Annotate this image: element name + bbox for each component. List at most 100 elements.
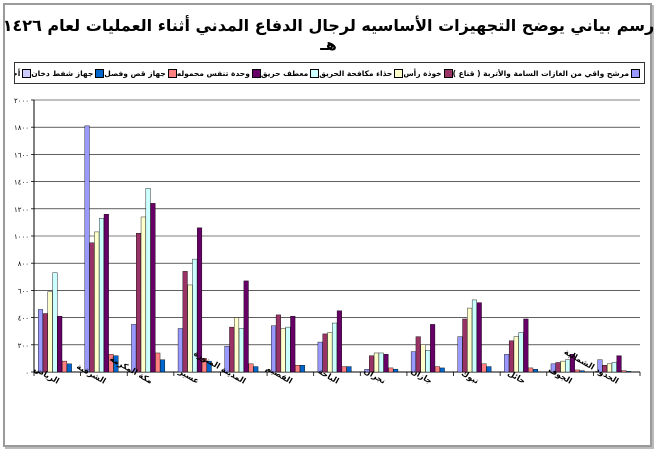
bar bbox=[471, 299, 477, 373]
bar bbox=[439, 367, 445, 373]
bar bbox=[62, 360, 68, 373]
bar bbox=[89, 242, 95, 373]
legend-swatch bbox=[310, 68, 320, 78]
bar bbox=[523, 318, 529, 373]
bar bbox=[38, 309, 44, 373]
bar bbox=[322, 333, 328, 373]
legend-label: مرشح واقي من الغازات السامة والأتربة ( ق… bbox=[452, 68, 629, 78]
legend-label: وحدة تنفس محموله bbox=[176, 68, 250, 78]
bar bbox=[299, 365, 305, 373]
y-tick-label: ٦٠٠ bbox=[18, 287, 29, 295]
bar bbox=[504, 354, 510, 373]
bar bbox=[206, 360, 212, 373]
bar bbox=[486, 366, 492, 373]
bar bbox=[476, 302, 482, 373]
y-tick-label: ٢٠٠ bbox=[18, 342, 29, 350]
chart-legend: مرشح واقي من الغازات السامة والأتربة ( ق… bbox=[14, 62, 645, 84]
y-tick-label: ١٨٠٠ bbox=[14, 124, 29, 132]
bar bbox=[94, 231, 100, 373]
bar bbox=[332, 322, 338, 373]
legend-label: معطف حريق bbox=[260, 68, 309, 78]
bar bbox=[565, 359, 571, 373]
bar bbox=[66, 363, 72, 373]
legend-swatch bbox=[167, 68, 177, 78]
legend-swatch bbox=[95, 68, 105, 78]
bar bbox=[160, 359, 166, 373]
bar bbox=[275, 314, 281, 373]
legend-swatch bbox=[22, 68, 32, 78]
bar bbox=[327, 332, 333, 373]
legend-label: خوذة رأس bbox=[403, 68, 442, 78]
legend-item: حذاء مكافحة الحريق bbox=[319, 68, 404, 78]
legend-label: جهاز شفط دخان bbox=[31, 68, 94, 78]
bar bbox=[574, 369, 580, 373]
bar bbox=[229, 326, 235, 373]
bar bbox=[253, 366, 259, 373]
bar bbox=[182, 271, 188, 373]
legend-item: جهاز قص وفصل bbox=[104, 68, 177, 78]
y-tick-label: ٢٠٠٠ bbox=[14, 97, 29, 105]
legend-label: جهاز قص وفصل bbox=[104, 68, 166, 78]
bar bbox=[383, 354, 389, 373]
bar bbox=[177, 328, 183, 373]
bar bbox=[84, 125, 90, 373]
bar bbox=[103, 214, 109, 373]
bar bbox=[481, 363, 487, 373]
bar bbox=[393, 369, 399, 373]
bar bbox=[579, 370, 585, 373]
y-tick-label: ٤٠٠ bbox=[18, 315, 29, 323]
bar bbox=[569, 354, 575, 373]
bar bbox=[528, 367, 534, 373]
bar bbox=[462, 318, 468, 373]
bar bbox=[113, 355, 119, 373]
bar bbox=[42, 313, 48, 373]
legend-swatch bbox=[251, 68, 261, 78]
bar bbox=[415, 336, 421, 373]
bar bbox=[150, 203, 156, 373]
bar bbox=[621, 370, 627, 373]
legend-item: خوذة رأس bbox=[403, 68, 453, 78]
legend-item: أخرى bbox=[15, 68, 32, 78]
bar bbox=[425, 350, 431, 373]
bar bbox=[140, 216, 146, 373]
legend-item: وحدة تنفس محموله bbox=[176, 68, 261, 78]
bar bbox=[280, 328, 286, 373]
bar bbox=[243, 280, 249, 373]
bar bbox=[99, 218, 105, 373]
legend-swatch bbox=[394, 68, 404, 78]
bar bbox=[155, 352, 161, 373]
bar bbox=[336, 310, 342, 373]
bar bbox=[532, 369, 538, 373]
bar bbox=[457, 336, 463, 373]
bar bbox=[341, 366, 347, 373]
legend-label: أخرى bbox=[15, 68, 21, 78]
legend-swatch bbox=[631, 68, 640, 78]
bar bbox=[616, 355, 622, 373]
y-tick-label: ١٦٠٠ bbox=[14, 151, 29, 159]
bar bbox=[136, 233, 142, 373]
bar bbox=[378, 352, 384, 373]
bar bbox=[145, 188, 151, 373]
bar bbox=[346, 366, 352, 373]
bar bbox=[420, 344, 426, 373]
bar bbox=[295, 365, 301, 373]
bar bbox=[434, 366, 440, 373]
bar bbox=[108, 354, 114, 373]
bar bbox=[467, 307, 473, 373]
y-tick-label: ٨٠٠ bbox=[18, 260, 29, 268]
bar bbox=[57, 316, 63, 373]
bar bbox=[508, 340, 514, 373]
y-tick-label: ٠ bbox=[25, 369, 29, 377]
bar bbox=[560, 360, 566, 373]
y-tick-label: ١٠٠٠ bbox=[14, 233, 29, 241]
chart-title: رسم بياني يوضح التجهيزات الأساسيه لرجال … bbox=[2, 16, 655, 54]
legend-item: مرشح واقي من الغازات السامة والأتربة ( ق… bbox=[452, 68, 640, 78]
bar bbox=[388, 367, 394, 373]
bar bbox=[430, 324, 436, 373]
bar bbox=[234, 317, 240, 373]
legend-item: جهاز شفط دخان bbox=[31, 68, 105, 78]
bar bbox=[597, 359, 603, 373]
legend-swatch bbox=[443, 68, 453, 78]
bar bbox=[47, 291, 53, 373]
